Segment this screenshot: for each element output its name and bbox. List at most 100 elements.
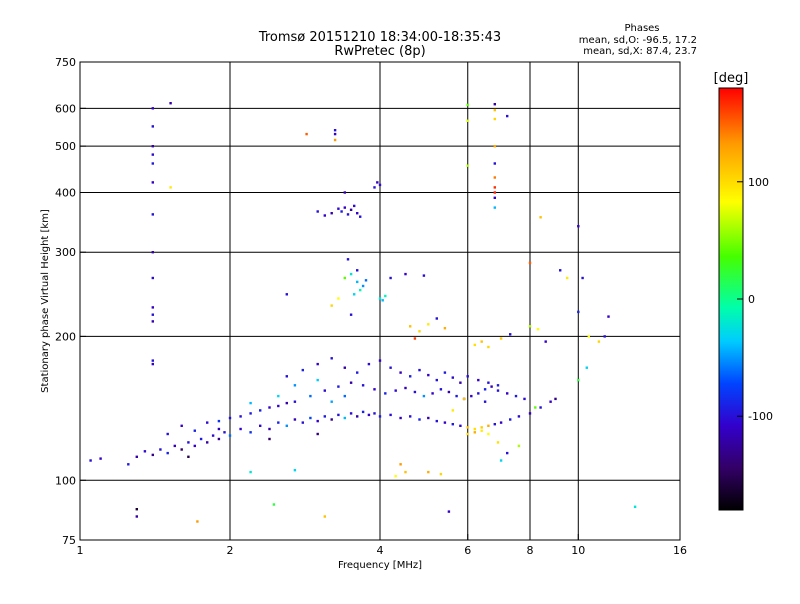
data-point <box>477 392 480 395</box>
data-point <box>206 441 209 444</box>
data-point <box>455 394 458 398</box>
data-point <box>249 470 252 474</box>
data-point <box>607 315 610 318</box>
data-point <box>316 378 319 382</box>
data-point <box>427 416 430 420</box>
data-point <box>506 114 509 118</box>
data-point <box>499 421 503 424</box>
data-point <box>466 375 469 378</box>
data-point <box>199 437 203 441</box>
data-point <box>206 421 209 424</box>
data-point <box>356 371 359 374</box>
y-tick-label: 600 <box>55 102 76 115</box>
data-point <box>249 412 252 415</box>
data-point <box>259 424 262 427</box>
data-point <box>378 297 382 300</box>
data-point <box>528 325 532 328</box>
data-point <box>127 463 130 466</box>
data-point <box>301 421 304 424</box>
data-point <box>316 419 319 423</box>
data-point <box>473 431 476 434</box>
data-point <box>323 415 326 418</box>
data-point <box>418 368 421 372</box>
data-point <box>309 416 312 420</box>
data-point <box>490 385 493 388</box>
data-point <box>239 427 242 431</box>
data-point <box>356 269 359 272</box>
data-point <box>451 409 454 412</box>
data-point <box>459 381 462 384</box>
data-point <box>439 388 443 391</box>
data-point <box>404 386 407 390</box>
data-point <box>443 327 447 330</box>
stats-line-o: mean, sd,O: -96.5, 17.2 <box>579 35 697 46</box>
data-point <box>151 107 154 110</box>
data-point <box>427 323 430 326</box>
x-tick-label: 8 <box>527 544 534 557</box>
data-point <box>285 293 288 296</box>
data-point <box>193 429 196 432</box>
data-point <box>293 469 297 472</box>
data-point <box>346 258 350 261</box>
data-point <box>493 162 496 165</box>
data-point <box>333 129 337 132</box>
data-point <box>268 437 271 441</box>
data-point <box>151 362 154 366</box>
data-point <box>187 455 190 458</box>
data-point <box>378 415 382 418</box>
data-point <box>151 125 154 128</box>
data-point <box>447 390 451 394</box>
data-point <box>378 359 382 362</box>
data-point <box>333 138 337 142</box>
data-point <box>399 371 402 374</box>
data-point <box>343 191 346 194</box>
colorbar-label: [deg] <box>714 71 749 86</box>
data-point <box>506 451 509 455</box>
data-point <box>159 448 162 451</box>
data-point <box>356 212 359 215</box>
y-tick-label: 750 <box>55 56 76 69</box>
data-point <box>534 406 537 409</box>
data-point <box>169 102 172 105</box>
data-point <box>353 204 356 208</box>
data-point <box>268 427 271 431</box>
data-point <box>343 394 346 398</box>
data-point <box>135 515 138 518</box>
data-point <box>487 424 490 427</box>
data-point <box>399 463 402 466</box>
data-point <box>151 276 154 280</box>
data-point <box>493 191 496 194</box>
data-point <box>539 406 542 409</box>
data-point <box>466 119 469 122</box>
data-point <box>330 212 333 215</box>
data-point <box>413 337 417 340</box>
y-tick-label: 500 <box>55 140 76 153</box>
data-point <box>506 392 509 395</box>
data-point <box>496 384 500 387</box>
data-point <box>343 206 346 209</box>
data-point <box>330 418 333 421</box>
data-point <box>514 394 518 398</box>
data-point <box>337 297 340 300</box>
data-point <box>528 412 532 415</box>
data-point <box>378 183 382 187</box>
data-point <box>187 441 190 444</box>
data-point <box>493 423 496 426</box>
y-tick-label: 100 <box>55 474 76 487</box>
data-point <box>559 269 562 272</box>
data-point <box>493 196 496 199</box>
data-point <box>549 400 552 403</box>
data-point <box>151 145 154 148</box>
data-point <box>143 450 147 453</box>
x-tick-label: 16 <box>673 544 687 557</box>
data-point <box>435 317 438 320</box>
data-point <box>259 409 262 412</box>
data-point <box>277 421 280 424</box>
data-point <box>359 215 362 218</box>
chart-subtitle: RwPretec (8p) <box>334 44 425 59</box>
data-point <box>462 397 466 401</box>
data-point <box>330 304 333 307</box>
data-point <box>305 132 308 136</box>
data-point <box>422 394 426 398</box>
data-point <box>293 384 297 387</box>
